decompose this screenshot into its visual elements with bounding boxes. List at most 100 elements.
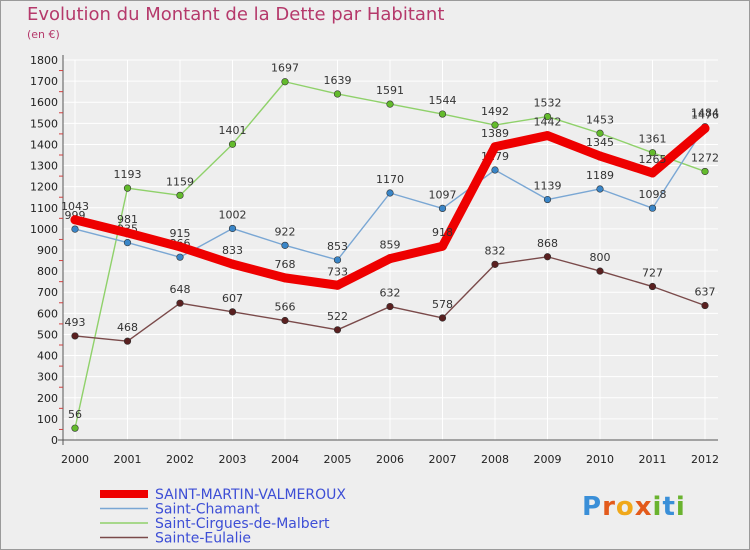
- data-label-saint-cirgues-de-malbert: 56: [68, 408, 82, 421]
- data-point-saint-martin-valmeroux: [280, 273, 290, 283]
- data-label-saint-chamant: 1484: [691, 107, 719, 120]
- data-point-saint-cirgues-de-malbert: [228, 140, 237, 148]
- y-tick-label: 400: [37, 350, 58, 363]
- data-point-saint-martin-valmeroux: [595, 151, 605, 161]
- data-label-saint-martin-valmeroux: 1389: [481, 127, 509, 140]
- y-tick-label: 900: [37, 244, 58, 257]
- data-label-saint-martin-valmeroux: 1476: [691, 108, 719, 121]
- data-point-saint-martin-valmeroux: [175, 242, 185, 252]
- data-label-saint-martin-valmeroux: 1442: [534, 116, 562, 129]
- data-label-saint-cirgues-de-malbert: 1532: [534, 97, 562, 110]
- y-tick-label: 1400: [30, 138, 58, 151]
- data-point-saint-cirgues-de-malbert: [123, 184, 132, 192]
- data-label-saint-martin-valmeroux: 1043: [61, 200, 89, 213]
- data-label-saint-martin-valmeroux: 915: [170, 227, 191, 240]
- y-tick-label: 1600: [30, 96, 58, 109]
- data-label-saint-martin-valmeroux: 981: [117, 213, 138, 226]
- y-tick-label: 1700: [30, 75, 58, 88]
- data-point-sainte-eulalie: [281, 316, 289, 325]
- x-tick-label: 2011: [639, 453, 667, 466]
- y-tick-label: 500: [37, 328, 58, 341]
- x-tick-label: 2000: [61, 453, 89, 466]
- data-point-sainte-eulalie: [386, 302, 394, 311]
- data-point-sainte-eulalie: [438, 314, 447, 322]
- data-label-saint-martin-valmeroux: 733: [327, 265, 348, 278]
- y-tick-label: 800: [37, 265, 58, 278]
- data-point-saint-chamant: [543, 195, 552, 204]
- data-label-sainte-eulalie: 632: [380, 287, 401, 300]
- data-point-saint-cirgues-de-malbert: [71, 424, 79, 432]
- data-point-saint-martin-valmeroux: [648, 168, 657, 178]
- data-point-saint-martin-valmeroux: [123, 228, 132, 238]
- data-label-sainte-eulalie: 637: [695, 286, 716, 299]
- y-tick-label: 1300: [30, 160, 58, 173]
- data-point-saint-cirgues-de-malbert: [701, 167, 709, 176]
- data-label-saint-cirgues-de-malbert: 1697: [271, 62, 299, 75]
- data-label-sainte-eulalie: 468: [117, 321, 138, 334]
- unit-label: (en €): [27, 28, 60, 41]
- data-point-saint-cirgues-de-malbert: [596, 129, 604, 137]
- x-tick-label: 2003: [219, 453, 247, 466]
- data-label-sainte-eulalie: 800: [590, 251, 611, 264]
- data-label-saint-chamant: 853: [327, 240, 348, 253]
- data-label-saint-martin-valmeroux: 1345: [586, 136, 614, 149]
- chart-title: Evolution du Montant de la Dette par Hab…: [27, 4, 445, 25]
- legend-label: Saint-Cirgues-de-Malbert: [155, 516, 330, 532]
- y-tick-label: 1500: [30, 117, 58, 130]
- y-tick-label: 1200: [30, 181, 58, 194]
- proxiti-logo: Proxiti: [582, 492, 686, 522]
- data-label-sainte-eulalie: 607: [222, 292, 243, 305]
- x-tick-label: 2005: [324, 453, 352, 466]
- data-label-sainte-eulalie: 648: [170, 283, 191, 296]
- data-label-saint-cirgues-de-malbert: 1159: [166, 175, 194, 188]
- data-point-saint-chamant: [228, 224, 237, 233]
- data-label-saint-chamant: 922: [275, 225, 296, 238]
- x-tick-label: 2001: [114, 453, 142, 466]
- data-point-saint-cirgues-de-malbert: [491, 121, 499, 129]
- y-tick-label: 100: [37, 413, 58, 426]
- data-label-saint-chamant: 1098: [639, 188, 667, 201]
- data-point-saint-chamant: [596, 185, 604, 193]
- data-point-sainte-eulalie: [701, 301, 709, 310]
- legend-label: Saint-Chamant: [155, 502, 260, 518]
- data-point-sainte-eulalie: [228, 308, 237, 316]
- data-label-saint-cirgues-de-malbert: 1453: [586, 113, 614, 126]
- data-label-saint-cirgues-de-malbert: 1639: [324, 74, 352, 87]
- data-label-saint-cirgues-de-malbert: 1401: [219, 124, 247, 137]
- data-point-saint-cirgues-de-malbert: [648, 149, 657, 157]
- data-label-sainte-eulalie: 868: [537, 237, 558, 250]
- y-tick-label: 1000: [30, 223, 58, 236]
- y-tick-label: 200: [37, 392, 58, 405]
- data-point-saint-cirgues-de-malbert: [281, 78, 289, 86]
- x-tick-label: 2002: [166, 453, 194, 466]
- data-point-saint-chamant: [176, 253, 184, 261]
- data-label-saint-chamant: 1002: [219, 208, 247, 221]
- data-label-sainte-eulalie: 727: [642, 267, 663, 280]
- x-tick-label: 2012: [691, 453, 719, 466]
- y-tick-label: 1100: [30, 202, 58, 215]
- data-point-sainte-eulalie: [648, 282, 657, 291]
- data-label-saint-chamant: 1097: [429, 188, 457, 201]
- data-point-saint-chamant: [648, 204, 657, 212]
- data-label-saint-chamant: 1189: [586, 169, 614, 182]
- data-point-saint-martin-valmeroux: [490, 142, 500, 152]
- data-point-saint-chamant: [491, 166, 499, 174]
- data-label-saint-martin-valmeroux: 768: [275, 258, 296, 271]
- data-point-sainte-eulalie: [123, 337, 132, 345]
- data-point-sainte-eulalie: [71, 332, 79, 340]
- data-point-saint-chamant: [123, 239, 132, 247]
- x-tick-label: 2004: [271, 453, 299, 466]
- data-point-saint-cirgues-de-malbert: [333, 90, 342, 98]
- data-label-saint-cirgues-de-malbert: 1361: [639, 133, 667, 146]
- data-point-sainte-eulalie: [491, 260, 499, 268]
- y-tick-label: 700: [37, 286, 58, 299]
- data-label-saint-martin-valmeroux: 918: [432, 226, 453, 239]
- data-label-saint-cirgues-de-malbert: 1193: [114, 168, 142, 181]
- data-point-saint-chamant: [438, 204, 447, 213]
- data-label-saint-martin-valmeroux: 1265: [639, 153, 667, 166]
- data-label-saint-cirgues-de-malbert: 1591: [376, 84, 404, 97]
- data-point-saint-cirgues-de-malbert: [176, 191, 184, 199]
- data-label-sainte-eulalie: 832: [485, 244, 506, 257]
- data-point-saint-chamant: [386, 189, 394, 197]
- data-point-saint-cirgues-de-malbert: [386, 100, 394, 108]
